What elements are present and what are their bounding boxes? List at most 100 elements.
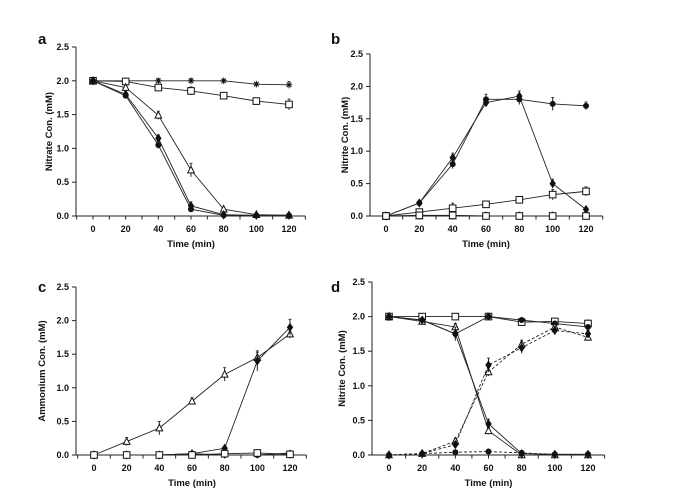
x-tick-label: 0 xyxy=(91,463,96,473)
data-point xyxy=(286,322,294,332)
panel-letter: c xyxy=(38,279,46,296)
data-point xyxy=(90,77,96,84)
x-tick-label: 20 xyxy=(122,463,132,473)
data-point xyxy=(484,425,493,435)
data-point xyxy=(187,87,195,95)
data-point xyxy=(382,212,390,220)
data-point xyxy=(549,100,556,107)
data-point xyxy=(452,440,459,450)
y-tick-label: 2.5 xyxy=(352,277,365,287)
panel-letter: a xyxy=(38,31,47,48)
data-point xyxy=(253,449,262,457)
y-tick-label: 0.0 xyxy=(350,211,363,221)
data-point xyxy=(584,329,592,339)
data-point xyxy=(485,360,492,370)
y-tick-label: 1.5 xyxy=(56,349,69,359)
data-point xyxy=(585,323,591,330)
x-tick-label: 100 xyxy=(250,463,265,473)
x-tick-label: 100 xyxy=(545,224,560,234)
data-point xyxy=(252,97,261,105)
x-tick-label: 60 xyxy=(483,463,493,473)
data-point xyxy=(549,178,556,189)
data-point xyxy=(449,161,456,168)
series-open-square xyxy=(90,449,294,459)
data-point xyxy=(122,451,131,459)
y-axis-title: Nitrite Con. (mM) xyxy=(340,97,351,174)
x-tick-label: 20 xyxy=(417,463,427,473)
y-tick-label: 0.5 xyxy=(56,177,69,187)
data-point xyxy=(122,92,129,99)
x-tick-label: 120 xyxy=(578,224,593,234)
data-point xyxy=(518,449,525,456)
x-tick-label: 0 xyxy=(386,463,391,473)
x-axis-title: Time (min) xyxy=(167,239,215,250)
y-tick-label: 0.5 xyxy=(56,416,69,426)
data-point xyxy=(90,451,98,459)
data-point xyxy=(188,451,196,459)
data-point xyxy=(220,369,229,378)
data-point xyxy=(253,80,260,88)
y-tick-label: 2.0 xyxy=(350,81,363,91)
x-tick-label: 20 xyxy=(414,224,424,234)
data-point xyxy=(582,187,590,196)
x-tick-label: 0 xyxy=(383,224,388,234)
x-tick-label: 80 xyxy=(220,463,230,473)
data-point xyxy=(485,419,492,429)
data-point xyxy=(385,311,393,322)
data-point xyxy=(254,356,261,366)
series-filled-circle xyxy=(90,77,292,219)
series-filled-circle-dashed xyxy=(386,448,591,458)
x-tick-label: 40 xyxy=(450,463,460,473)
data-point xyxy=(155,423,164,432)
data-point xyxy=(515,212,524,220)
data-point xyxy=(285,100,293,109)
data-point xyxy=(155,451,164,459)
data-point xyxy=(482,200,490,209)
x-tick-label: 0 xyxy=(90,224,95,234)
data-point xyxy=(449,153,456,163)
data-point xyxy=(482,212,490,220)
y-tick-label: 2.5 xyxy=(56,282,69,292)
y-tick-label: 1.5 xyxy=(350,114,363,124)
data-point xyxy=(548,190,557,199)
y-tick-label: 0.5 xyxy=(352,415,365,425)
data-point xyxy=(518,317,525,324)
data-point xyxy=(219,91,228,100)
data-point xyxy=(551,451,558,458)
data-point xyxy=(286,450,294,459)
y-tick-label: 2.5 xyxy=(56,42,69,52)
y-tick-label: 1.0 xyxy=(56,383,69,393)
data-point xyxy=(548,212,557,220)
y-axis-title: Nitrite Con. (mM) xyxy=(337,330,348,407)
x-tick-label: 60 xyxy=(186,224,196,234)
panels: a 0.0 0.5 1.0 1.5 2.0 2.5 0 20 40 60 80 100 120 Time (… xyxy=(37,31,606,489)
data-point xyxy=(122,436,131,445)
data-point xyxy=(188,206,194,213)
x-tick-label: 20 xyxy=(121,224,131,234)
data-point xyxy=(155,77,162,85)
x-tick-label: 60 xyxy=(481,224,491,234)
data-point xyxy=(186,165,196,174)
data-point xyxy=(155,142,162,149)
data-point xyxy=(419,450,426,457)
y-tick-label: 1.0 xyxy=(56,143,69,153)
x-tick-label: 80 xyxy=(517,463,527,473)
data-point xyxy=(551,325,559,336)
data-point xyxy=(582,212,590,220)
data-point xyxy=(154,83,163,92)
data-point xyxy=(416,198,423,208)
panel-letter: b xyxy=(331,31,340,48)
x-tick-label: 120 xyxy=(580,463,595,473)
data-point xyxy=(485,448,492,455)
x-tick-label: 120 xyxy=(282,463,297,473)
data-point xyxy=(418,315,426,325)
data-point xyxy=(448,204,457,213)
data-point xyxy=(154,110,163,119)
panel-c: c 0.0 0.5 1.0 1.5 2.0 2.5 0 20 40 60 80 100 120 Time (… xyxy=(37,279,307,489)
data-point xyxy=(415,211,424,220)
y-tick-label: 2.5 xyxy=(350,49,363,59)
data-point xyxy=(518,343,525,353)
x-tick-label: 100 xyxy=(547,463,562,473)
